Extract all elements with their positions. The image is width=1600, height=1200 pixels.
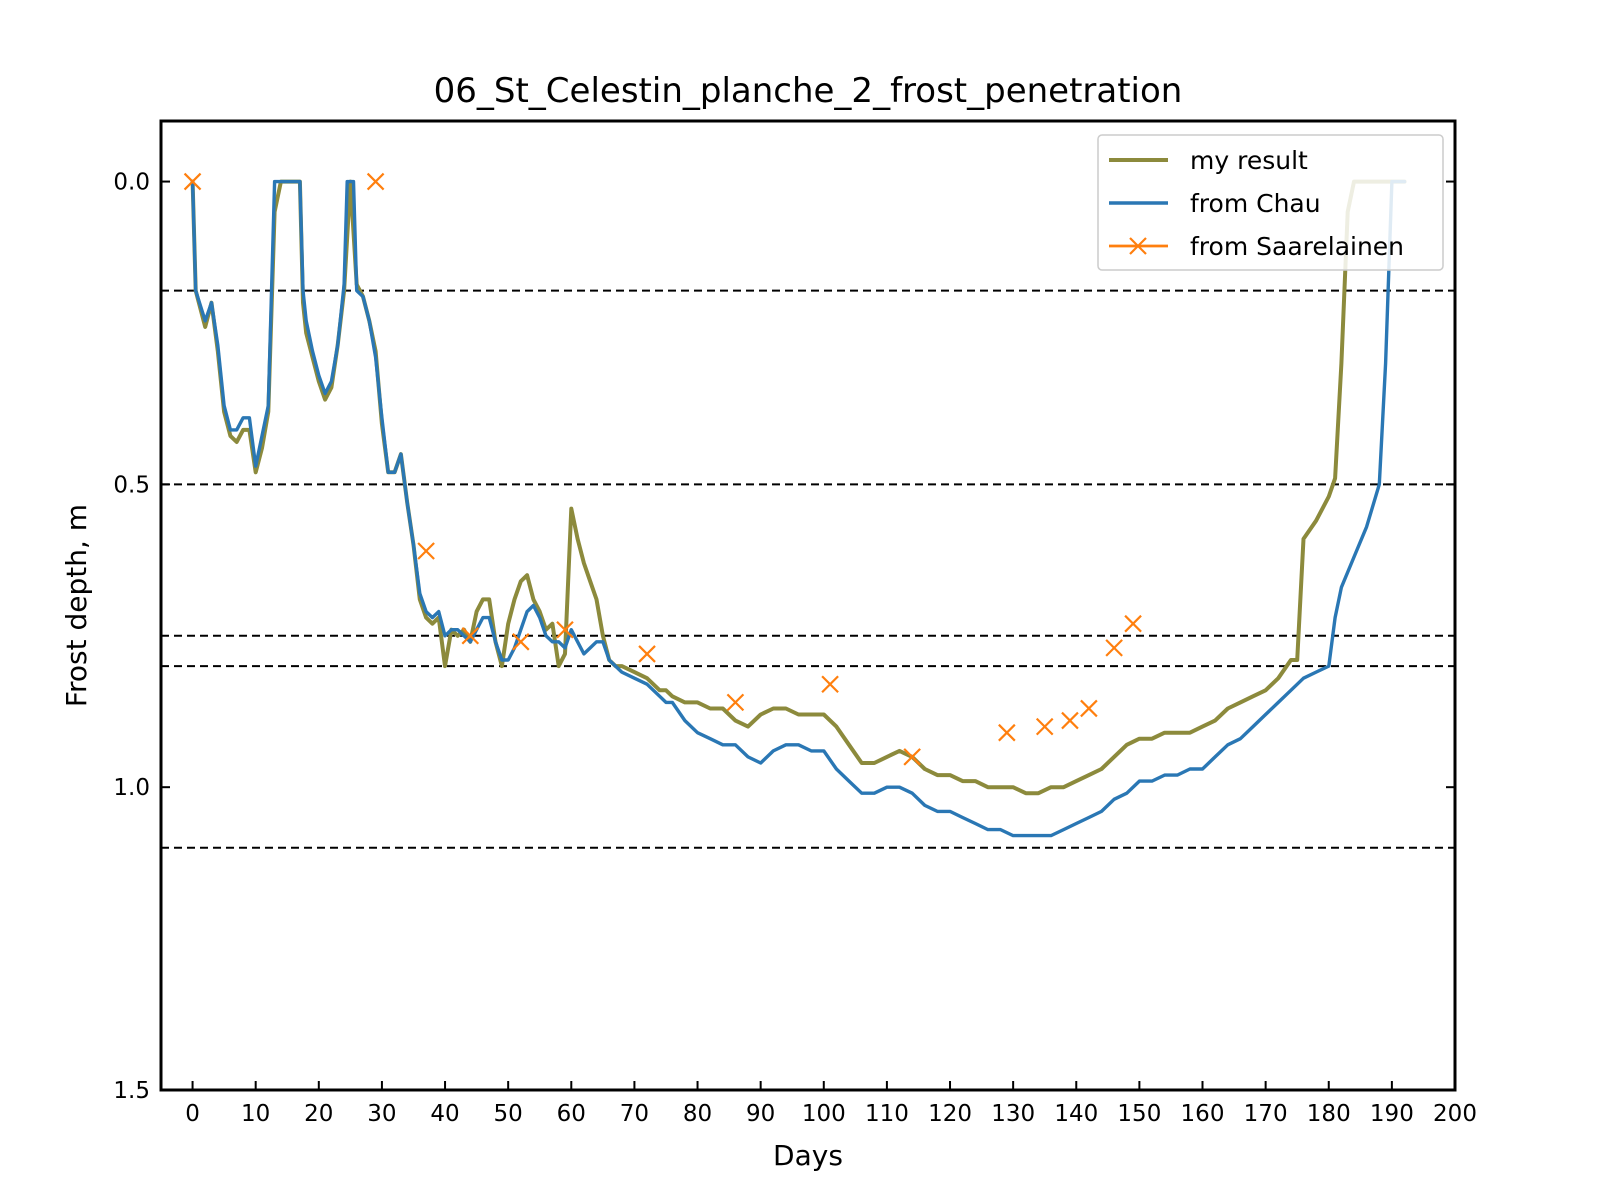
x-tick-label: 200 [1433, 1101, 1477, 1127]
x-tick-label: 10 [241, 1101, 270, 1127]
y-axis-title: Frost depth, m [60, 504, 93, 707]
y-tick-label: 1.0 [113, 775, 150, 801]
data-point-from-saarelainen [556, 620, 574, 639]
x-tick-label: 190 [1370, 1101, 1414, 1127]
ticks-group: 0 10 20 30 40 50 60 70 80 90 100 110 120 130 140 150 160… [113, 170, 1477, 1127]
y-tick-label: 0.0 [113, 170, 150, 196]
x-tick-label: 20 [304, 1101, 333, 1127]
data-point-from-saarelainen [183, 172, 202, 191]
x-tick-label: 150 [1117, 1101, 1161, 1127]
x-tick-label: 180 [1307, 1101, 1351, 1127]
data-point-from-saarelainen [512, 633, 530, 651]
x-tick-label: 60 [557, 1101, 586, 1127]
legend-marker-from-saarelainen [1129, 237, 1147, 255]
plot-frame [159, 119, 1457, 1092]
data-point-from-saarelainen [638, 645, 656, 663]
x-tick-label: 110 [865, 1101, 909, 1127]
x-tick-label: 100 [802, 1101, 846, 1127]
x-tick-label: 90 [746, 1101, 775, 1127]
data-point-from-saarelainen [461, 627, 480, 645]
x-tick-label: 80 [683, 1101, 712, 1127]
series-line-from-chau [190, 179, 1407, 838]
legend-label-from-saarelainen: from Saarelainen [1190, 232, 1404, 261]
data-point-from-saarelainen [726, 693, 745, 712]
data-point-from-saarelainen [1124, 614, 1142, 633]
x-tick-label: 50 [494, 1101, 523, 1127]
data-point-from-saarelainen [417, 542, 435, 560]
x-tick-label: 130 [991, 1101, 1035, 1127]
chart-title: 06_St_Celestin_planche_2_frost_penetrati… [434, 71, 1183, 111]
gridlines-group [161, 289, 1455, 849]
x-tick-label: 30 [367, 1101, 396, 1127]
x-tick-label: 0 [185, 1101, 200, 1127]
x-tick-label: 160 [1181, 1101, 1225, 1127]
data-point-from-saarelainen [1061, 711, 1079, 730]
series-group [183, 172, 1407, 838]
data-point-from-saarelainen [998, 723, 1016, 742]
legend-box [1097, 134, 1444, 271]
data-point-from-saarelainen [821, 675, 839, 694]
data-point-from-saarelainen [366, 172, 385, 191]
x-tick-label: 140 [1054, 1101, 1098, 1127]
y-tick-label: 0.5 [113, 472, 150, 498]
x-axis-title: Days [773, 1139, 843, 1172]
y-tick-label: 1.5 [113, 1078, 150, 1104]
legend-label-my-result: my result [1190, 146, 1308, 175]
legend-label-from-chau: from Chau [1190, 189, 1321, 218]
x-tick-label: 170 [1244, 1101, 1288, 1127]
series-line-my-result [190, 179, 1407, 796]
x-tick-label: 120 [928, 1101, 972, 1127]
legend: my result from Chau from Saarelainen [1097, 134, 1444, 271]
data-point-from-saarelainen [903, 748, 921, 766]
x-tick-label: 70 [620, 1101, 649, 1127]
data-point-from-saarelainen [1035, 717, 1054, 736]
x-tick-label: 40 [430, 1101, 459, 1127]
data-point-from-saarelainen [1080, 699, 1098, 718]
data-point-from-saarelainen [1105, 639, 1123, 657]
